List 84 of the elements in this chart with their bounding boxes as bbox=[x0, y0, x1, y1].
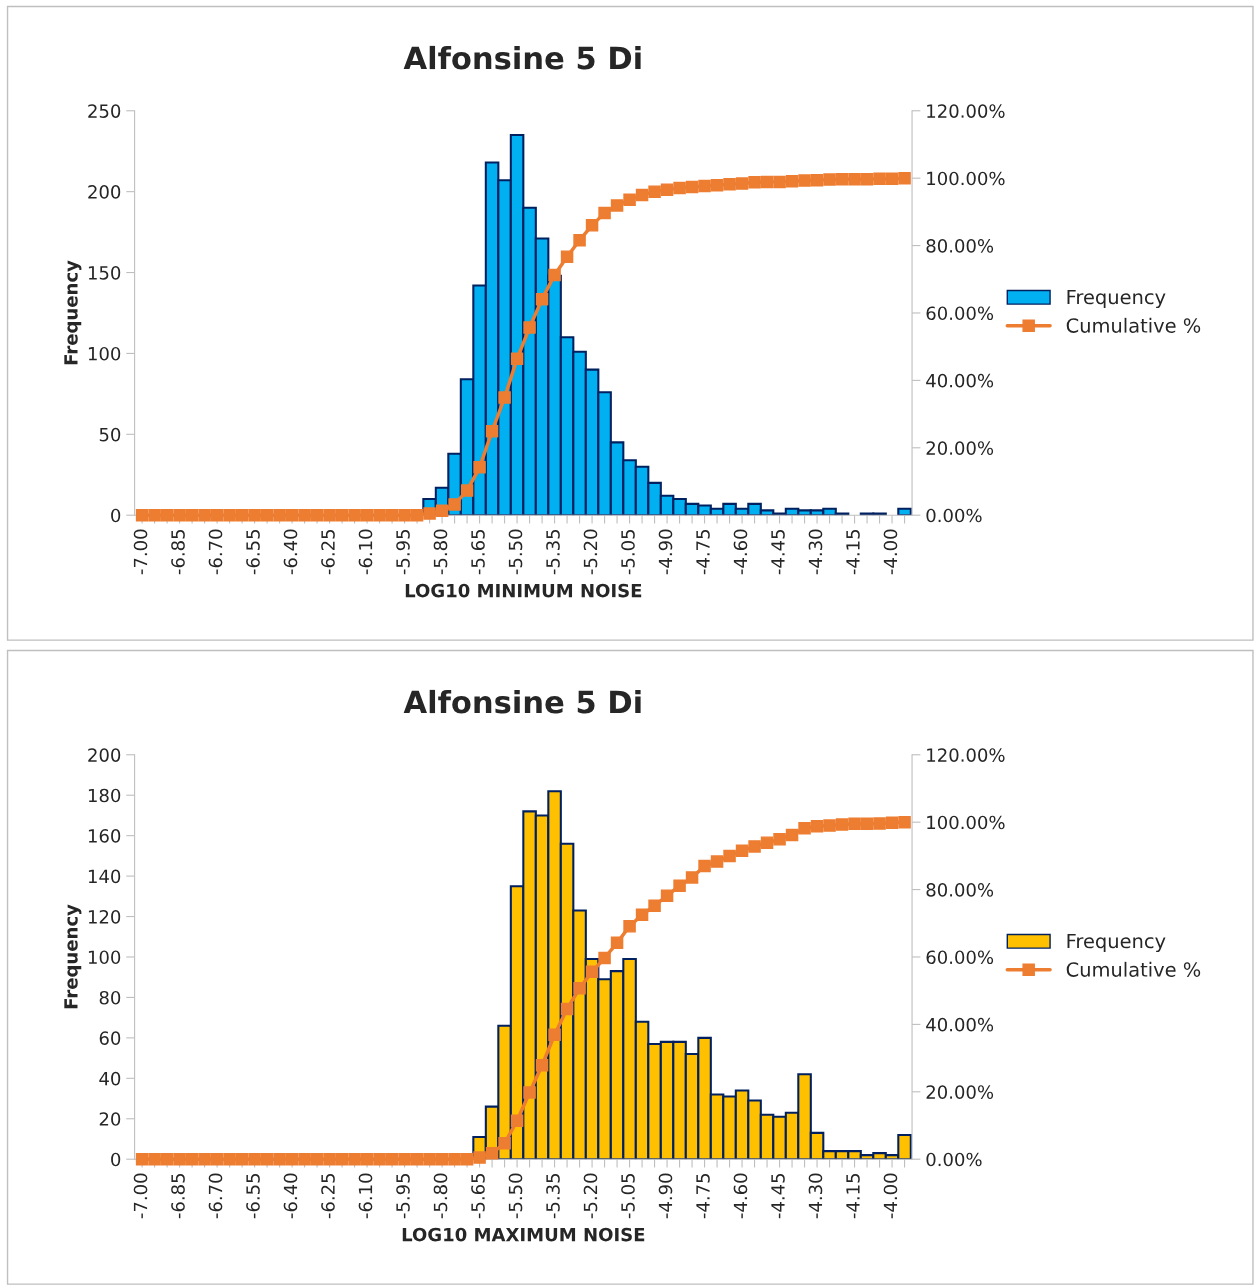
y-tick-label: 160 bbox=[88, 829, 121, 843]
y-tick-label: 20 bbox=[99, 1112, 121, 1126]
y-axis-title: Frequency bbox=[64, 904, 82, 1009]
x-tick-label: -6.25 bbox=[321, 529, 335, 575]
y2-tick-label: 80.00% bbox=[926, 883, 994, 897]
x-tick-label: -5.65 bbox=[471, 1173, 485, 1219]
x-tick-label: -4.90 bbox=[658, 529, 673, 575]
y2-tick-label: 120.00% bbox=[927, 104, 1005, 118]
y2-tick-label: 40.00% bbox=[926, 373, 994, 388]
legend-label: Cumulative % bbox=[1066, 961, 1201, 977]
y-tick-label: 120 bbox=[88, 910, 121, 924]
y-tick-label: 150 bbox=[88, 266, 121, 280]
x-tick-label: -4.60 bbox=[733, 529, 748, 575]
x-tick-label: -5.80 bbox=[433, 1173, 448, 1219]
x-tick-label: -5.20 bbox=[583, 529, 598, 575]
x-tick-label: -6.55 bbox=[246, 1173, 260, 1219]
y-axis-title: Frequency bbox=[64, 260, 82, 365]
y2-tick-label: 60.00% bbox=[926, 306, 994, 321]
y-tick-label: 80 bbox=[99, 990, 121, 1005]
x-tick-label: -5.20 bbox=[583, 1173, 598, 1219]
y-tick-label: 0 bbox=[111, 1152, 121, 1167]
y2-tick-label: 80.00% bbox=[926, 239, 994, 253]
x-axis-title: LOG10 MAXIMUM NOISE bbox=[402, 1227, 645, 1242]
x-tick-label: -5.05 bbox=[621, 1173, 635, 1219]
chart-title: Alfonsine 5 Di bbox=[403, 45, 641, 70]
x-tick-label: -6.25 bbox=[321, 1173, 335, 1219]
x-tick-label: -7.00 bbox=[133, 529, 148, 575]
x-tick-label: -6.40 bbox=[283, 529, 298, 575]
legend-label: Frequency bbox=[1067, 933, 1166, 953]
y2-tick-label: 100.00% bbox=[927, 171, 1005, 186]
x-tick-label: -6.85 bbox=[171, 529, 185, 575]
legend-label: Frequency bbox=[1067, 289, 1166, 309]
x-tick-label: -4.15 bbox=[846, 529, 860, 575]
x-tick-label: -4.60 bbox=[733, 1173, 748, 1219]
x-tick-label: -4.30 bbox=[808, 529, 823, 575]
y-tick-label: 50 bbox=[99, 427, 121, 442]
x-tick-label: -4.45 bbox=[771, 1173, 785, 1219]
x-tick-label: -6.10 bbox=[358, 1173, 373, 1219]
x-axis-title: LOG10 MINIMUM NOISE bbox=[405, 583, 642, 598]
x-tick-label: -5.65 bbox=[471, 529, 485, 575]
y2-tick-label: 0.00% bbox=[926, 508, 982, 523]
x-tick-label: -5.50 bbox=[508, 1173, 523, 1219]
x-tick-label: -4.00 bbox=[883, 529, 898, 575]
y-tick-label: 40 bbox=[99, 1071, 121, 1086]
y2-tick-label: 60.00% bbox=[926, 950, 994, 965]
y-tick-label: 140 bbox=[88, 869, 121, 884]
x-tick-label: -4.75 bbox=[696, 529, 710, 575]
x-tick-label: -6.70 bbox=[208, 1173, 223, 1219]
x-tick-label: -4.45 bbox=[771, 529, 785, 575]
y2-tick-label: 20.00% bbox=[926, 441, 994, 455]
x-tick-label: -4.75 bbox=[696, 1173, 710, 1219]
y-tick-label: 60 bbox=[99, 1031, 121, 1045]
x-tick-label: -4.00 bbox=[883, 1173, 898, 1219]
y-tick-label: 200 bbox=[88, 185, 121, 199]
y-tick-label: 100 bbox=[88, 950, 121, 965]
x-tick-label: -6.85 bbox=[171, 1173, 185, 1219]
bar bbox=[897, 507, 912, 516]
x-tick-label: -5.35 bbox=[546, 1173, 560, 1219]
x-tick-label: -6.55 bbox=[246, 529, 260, 575]
legend-label: Cumulative % bbox=[1066, 317, 1201, 333]
chart-title: Alfonsine 5 Di bbox=[403, 689, 641, 714]
x-tick-label: -7.00 bbox=[133, 1173, 148, 1219]
y2-tick-label: 0.00% bbox=[926, 1152, 982, 1167]
x-tick-label: -6.70 bbox=[208, 529, 223, 575]
y2-tick-label: 40.00% bbox=[926, 1017, 994, 1032]
y2-tick-label: 100.00% bbox=[927, 815, 1005, 830]
y-tick-label: 100 bbox=[88, 346, 121, 361]
x-tick-label: -6.40 bbox=[283, 1173, 298, 1219]
y-tick-label: 0 bbox=[111, 508, 121, 523]
x-tick-label: -5.50 bbox=[508, 529, 523, 575]
x-tick-label: -6.10 bbox=[358, 529, 373, 575]
x-tick-label: -4.90 bbox=[658, 1173, 673, 1219]
y2-tick-label: 20.00% bbox=[926, 1085, 994, 1099]
x-tick-label: -5.35 bbox=[546, 529, 560, 575]
y-tick-label: 200 bbox=[88, 748, 121, 762]
x-tick-label: -4.15 bbox=[846, 1173, 860, 1219]
x-tick-label: -5.95 bbox=[396, 529, 410, 575]
x-tick-label: -5.05 bbox=[621, 529, 635, 575]
y-tick-label: 180 bbox=[88, 788, 121, 803]
y-tick-label: 250 bbox=[88, 104, 121, 118]
x-tick-label: -4.30 bbox=[808, 1173, 823, 1219]
x-tick-label: -5.80 bbox=[433, 529, 448, 575]
y2-tick-label: 120.00% bbox=[927, 748, 1005, 762]
x-tick-label: -5.95 bbox=[396, 1173, 410, 1219]
